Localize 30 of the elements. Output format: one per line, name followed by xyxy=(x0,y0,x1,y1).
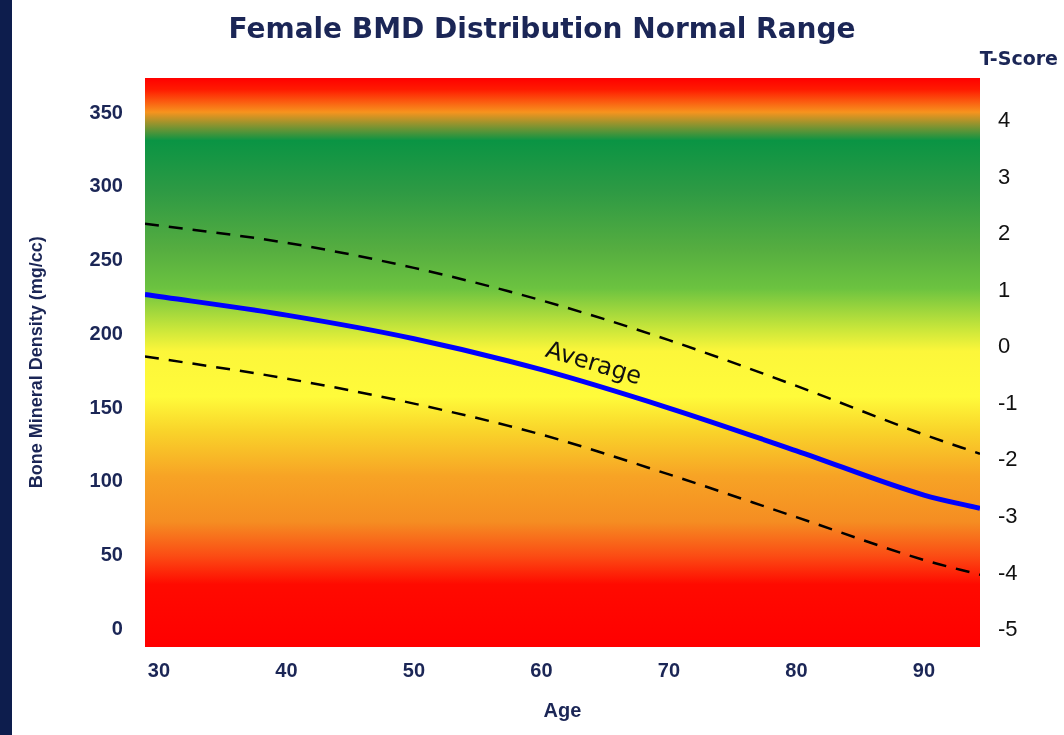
y2-tick-label: -3 xyxy=(998,503,1018,529)
y2-tick-label: 0 xyxy=(998,333,1011,359)
y2-axis-title: T-Score xyxy=(979,47,1058,70)
x-tick-label: 90 xyxy=(912,658,936,681)
x-tick-label: 60 xyxy=(530,658,553,681)
x-axis-title: Age xyxy=(543,698,582,721)
y-tick-label: 200 xyxy=(89,321,123,344)
y-tick-label: 300 xyxy=(89,174,123,197)
chart-title: Female BMD Distribution Normal Range xyxy=(228,12,856,46)
y-tick-label: 50 xyxy=(100,543,123,566)
y2-tick-label: 3 xyxy=(998,163,1011,189)
y2-tick-label: 2 xyxy=(998,220,1011,246)
y2-tick-label: 1 xyxy=(998,276,1011,302)
x-tick-label: 40 xyxy=(275,658,298,681)
y2-tick-label: -1 xyxy=(998,389,1018,415)
y2-tick-label: -5 xyxy=(998,616,1018,642)
y-tick-label: 0 xyxy=(111,616,123,639)
y-tick-label: 350 xyxy=(89,100,123,123)
y2-tick-label: 4 xyxy=(998,107,1011,133)
x-tick-label: 70 xyxy=(657,658,681,681)
y2-tick-label: -2 xyxy=(998,446,1018,472)
x-tick-label: 80 xyxy=(785,658,808,681)
y-tick-label: 100 xyxy=(89,469,123,492)
y-axis-title: Bone Mineral Density (mg/cc) xyxy=(25,236,46,489)
line-series xyxy=(144,222,980,456)
x-tick-label: 50 xyxy=(402,658,426,681)
y-tick-label: 150 xyxy=(89,395,123,418)
y-tick-label: 250 xyxy=(89,248,123,271)
y2-tick-label: -4 xyxy=(998,559,1018,585)
x-tick-label: 30 xyxy=(147,658,171,681)
